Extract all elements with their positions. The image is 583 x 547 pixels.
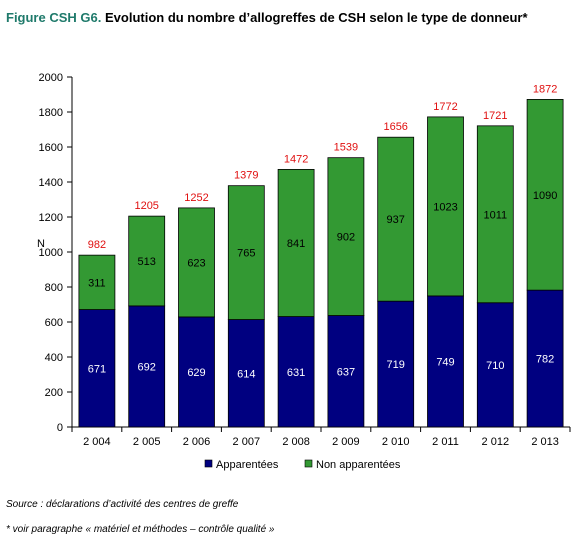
data-label-apparentees: 719	[387, 359, 405, 371]
bar-non-apparentees	[78, 254, 116, 310]
y-tick-label: 600	[45, 317, 63, 329]
chart-title: Figure CSH G6. Evolution du nombre d’all…	[6, 10, 528, 25]
x-tick-label: 2 010	[382, 436, 410, 448]
total-label: 982	[88, 239, 106, 251]
source-note: Source : déclarations d’activité des cen…	[6, 499, 239, 510]
quality-note: * voir paragraphe « matériel et méthodes…	[6, 524, 275, 535]
y-tick-label: 1200	[39, 212, 63, 224]
bar-apparentees	[227, 319, 265, 428]
bar-non-apparentees	[227, 185, 265, 320]
bar-apparentees	[377, 300, 415, 428]
data-label-non-apparentees: 1011	[483, 209, 507, 221]
legend-swatch-non-apparentees	[304, 459, 313, 468]
x-tick-label: 2 008	[282, 436, 310, 448]
data-label-apparentees: 629	[187, 367, 205, 379]
data-label-apparentees: 710	[486, 360, 504, 372]
y-tick-label: 2000	[39, 72, 63, 84]
data-label-non-apparentees: 1023	[433, 201, 457, 213]
data-label-apparentees: 692	[138, 361, 156, 373]
x-tick-label: 2 013	[531, 436, 559, 448]
stacked-bar-chart: 0 200 400 600 800 1000 1200 1400 1600 1800 2000 N 67…	[37, 72, 571, 471]
data-label-apparentees: 749	[436, 356, 454, 368]
bar-non-apparentees	[526, 99, 564, 291]
y-tick-label: 1600	[39, 142, 63, 154]
data-label-non-apparentees: 513	[138, 256, 156, 268]
bar-non-apparentees	[427, 116, 464, 297]
total-label: 1205	[134, 200, 158, 212]
legend-label-apparentees: Apparentées	[216, 459, 279, 471]
x-tick-label: 2 006	[183, 436, 211, 448]
figure-title: Evolution du nombre d’allogreffes de CSH…	[104, 10, 528, 25]
data-label-non-apparentees: 937	[387, 214, 405, 226]
x-tick-label: 2 011	[432, 436, 459, 448]
total-label: 1656	[383, 121, 407, 133]
bar-apparentees	[526, 289, 564, 428]
bar-non-apparentees	[178, 207, 215, 318]
y-tick-label: 200	[45, 387, 63, 399]
total-label: 1539	[334, 142, 358, 154]
bar-non-apparentees	[128, 215, 166, 307]
x-tick-label: 2 007	[233, 436, 261, 448]
data-label-apparentees: 631	[287, 367, 305, 379]
bar-apparentees	[327, 315, 365, 428]
x-tick-label: 2 005	[133, 436, 161, 448]
figure-number: Figure CSH G6.	[6, 10, 102, 25]
y-tick-label: 1800	[39, 107, 63, 119]
data-label-apparentees: 637	[337, 366, 355, 378]
legend-label-non-apparentees: Non apparentées	[316, 459, 401, 471]
y-tick-label: 1000	[39, 247, 63, 259]
total-label: 1721	[483, 110, 507, 122]
bar-apparentees	[128, 305, 166, 428]
bar-apparentees	[178, 316, 215, 428]
data-label-non-apparentees: 841	[287, 238, 305, 250]
x-tick-label: 2 012	[482, 436, 510, 448]
bar-apparentees	[476, 302, 514, 428]
data-label-non-apparentees: 623	[187, 257, 205, 269]
total-label: 1472	[284, 153, 308, 165]
total-label: 1252	[184, 192, 208, 204]
bar-non-apparentees	[277, 168, 315, 317]
bar-non-apparentees	[476, 125, 514, 304]
data-label-apparentees: 782	[536, 354, 554, 366]
total-label: 1379	[234, 170, 258, 182]
y-tick-label: 0	[57, 422, 63, 434]
bar-non-apparentees	[377, 136, 415, 302]
bar-non-apparentees	[327, 157, 365, 316]
data-label-non-apparentees: 311	[88, 277, 106, 289]
data-label-non-apparentees: 765	[237, 248, 255, 260]
total-label: 1772	[433, 101, 457, 113]
x-tick-label: 2 009	[332, 436, 360, 448]
bar-apparentees	[277, 316, 315, 428]
data-label-non-apparentees: 1090	[533, 190, 557, 202]
y-tick-label: 800	[45, 282, 63, 294]
x-tick-label: 2 004	[83, 436, 111, 448]
data-label-apparentees: 614	[237, 368, 255, 380]
total-label: 1872	[533, 83, 557, 95]
y-tick-label: 1400	[39, 177, 63, 189]
bar-apparentees	[78, 309, 116, 428]
data-label-apparentees: 671	[88, 363, 106, 375]
data-label-non-apparentees: 902	[337, 232, 355, 244]
legend-swatch-apparentees	[204, 459, 213, 468]
y-tick-label: 400	[45, 352, 63, 364]
y-axis-label: N	[37, 238, 45, 250]
